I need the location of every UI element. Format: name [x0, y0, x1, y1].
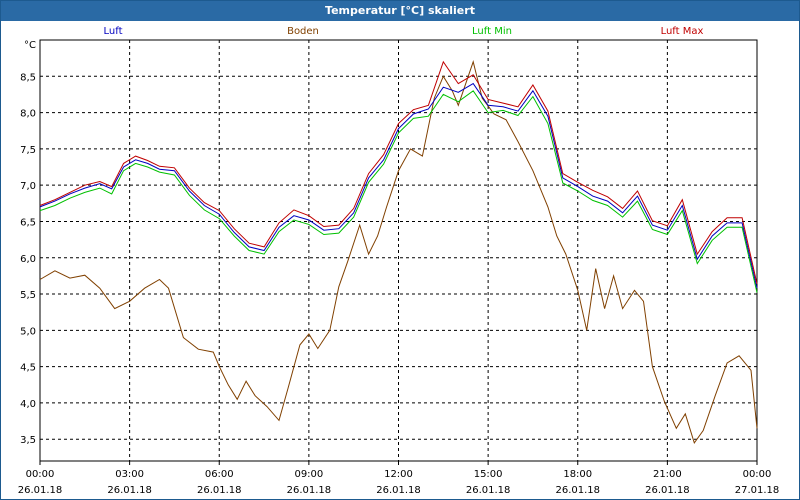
series-line-luft-max: [39, 60, 758, 285]
series-line-luft-min: [39, 90, 758, 293]
x-tick-time: 18:00: [563, 469, 592, 480]
y-tick-label: 5,0: [20, 326, 36, 337]
series-layer: [39, 60, 758, 445]
x-tick-time: 00:00: [743, 469, 772, 480]
legend-entry: Luft: [104, 26, 123, 37]
y-tick-label: 5,5: [20, 290, 36, 301]
x-tick-date: 26.01.18: [645, 485, 690, 496]
x-axis: 00:00 26.01.18 03:00 26.01.18 06:00 26.01.18 0…: [18, 461, 780, 496]
legend-entry: Luft Min: [472, 26, 512, 37]
x-tick-date: 26.01.18: [107, 485, 152, 496]
legend-entry: Boden: [287, 26, 319, 37]
y-tick-label: 7,0: [20, 181, 36, 192]
chart-title: Temperatur [°C] skaliert: [1, 1, 799, 21]
y-axis-label: °C: [24, 40, 36, 51]
x-tick-date: 26.01.18: [287, 485, 332, 496]
legend-entry: Luft Max: [661, 26, 704, 37]
x-tick-time: 21:00: [653, 469, 682, 480]
y-tick-label: 4,5: [20, 363, 36, 374]
legend: Luft Boden Luft Min Luft Max: [104, 26, 704, 37]
y-tick-label: 6,5: [20, 217, 36, 228]
series-line-luft: [39, 82, 758, 289]
x-tick-time: 06:00: [205, 469, 234, 480]
x-tick-date: 27.01.18: [735, 485, 780, 496]
x-tick-time: 15:00: [474, 469, 503, 480]
x-tick-time: 12:00: [384, 469, 413, 480]
x-tick-time: 09:00: [294, 469, 323, 480]
x-tick-date: 26.01.18: [555, 485, 600, 496]
y-axis: 3,5 4,0 4,5 5,0 5,5 6,0 6,5 7,0 7,5 8,0 8,5: [20, 72, 36, 446]
y-tick-label: 8,5: [20, 72, 36, 83]
y-tick-label: 4,0: [20, 399, 36, 410]
x-tick-time: 00:00: [26, 469, 55, 480]
grid: [40, 40, 757, 461]
y-tick-label: 7,5: [20, 145, 36, 156]
series-line-boden: [39, 60, 758, 445]
x-tick-date: 26.01.18: [376, 485, 421, 496]
y-tick-label: 6,0: [20, 254, 36, 265]
x-tick-date: 26.01.18: [466, 485, 511, 496]
x-tick-date: 26.01.18: [197, 485, 242, 496]
x-tick-time: 03:00: [115, 469, 144, 480]
y-tick-label: 3,5: [20, 435, 36, 446]
x-tick-date: 26.01.18: [18, 485, 63, 496]
y-tick-label: 8,0: [20, 109, 36, 120]
